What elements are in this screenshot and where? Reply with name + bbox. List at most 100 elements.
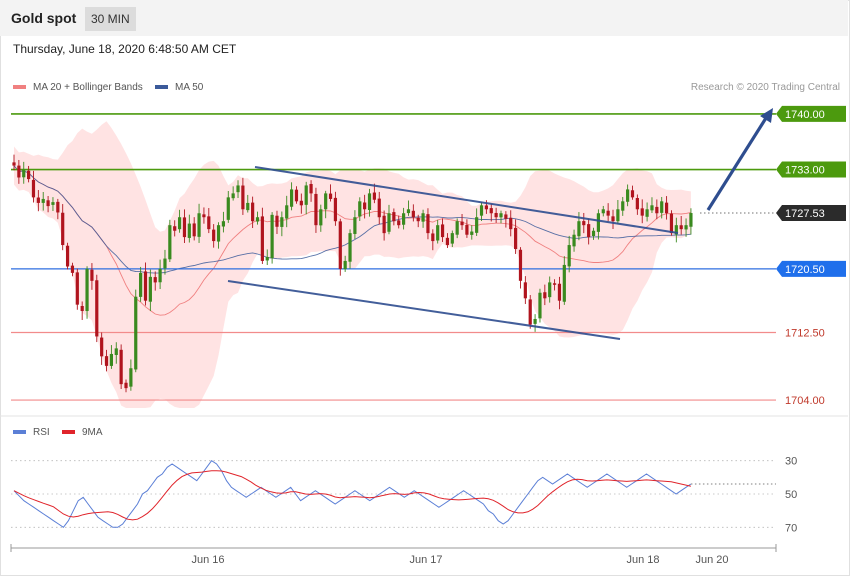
candle-body bbox=[611, 216, 615, 222]
candle-body bbox=[557, 283, 562, 301]
candle-body bbox=[616, 209, 620, 222]
candle-body bbox=[104, 356, 109, 366]
candle-body bbox=[153, 277, 157, 283]
candle-body bbox=[109, 353, 113, 366]
resistance-label: 1733.00 bbox=[785, 165, 825, 177]
x-tick-label: Jun 16 bbox=[191, 554, 224, 566]
candle-body bbox=[640, 208, 644, 216]
candle-body bbox=[528, 299, 532, 325]
candle-body bbox=[182, 217, 187, 238]
ma20-line bbox=[13, 165, 691, 316]
candle-body bbox=[548, 282, 552, 298]
resistance-label: 1740.00 bbox=[785, 109, 825, 121]
candle-body bbox=[95, 280, 99, 337]
candle-body bbox=[85, 268, 89, 312]
candle-body bbox=[679, 225, 683, 230]
candle-body bbox=[241, 185, 245, 210]
candle-body bbox=[187, 223, 191, 238]
candle-body bbox=[319, 209, 323, 226]
candle-body bbox=[664, 202, 669, 214]
candle-body bbox=[270, 214, 274, 259]
candle-body bbox=[689, 213, 693, 227]
candle-body bbox=[324, 193, 328, 210]
candle-body bbox=[265, 256, 269, 261]
candle-body bbox=[100, 337, 104, 357]
candle-body bbox=[314, 193, 318, 226]
candle-body bbox=[139, 272, 143, 297]
legend-9ma-swatch bbox=[62, 430, 75, 434]
candle-body bbox=[289, 189, 294, 207]
candle-body bbox=[333, 197, 338, 222]
copyright-label: Research © 2020 Trading Central bbox=[691, 82, 840, 93]
candle-body bbox=[90, 269, 94, 281]
candle-body bbox=[163, 258, 167, 269]
channel-layer bbox=[227, 108, 773, 340]
candle-body bbox=[61, 212, 65, 246]
candle-body bbox=[338, 221, 342, 269]
candle-body bbox=[221, 221, 226, 227]
price-levels-layer: 1740.00 1733.00 1727.53 1720.50 1712.50 1704.… bbox=[11, 105, 846, 407]
candle-body bbox=[114, 348, 118, 355]
candle-body bbox=[65, 245, 70, 267]
candle-body bbox=[397, 220, 401, 226]
candle-body bbox=[494, 212, 498, 218]
candle-body bbox=[460, 221, 464, 226]
candle-body bbox=[216, 225, 221, 242]
legend-ma20-label: MA 20 + Bollinger Bands bbox=[33, 82, 143, 93]
candle-body bbox=[591, 230, 596, 237]
candle-body bbox=[402, 213, 406, 225]
resistance-tag bbox=[776, 105, 846, 122]
header-bar: Gold spot 30 MIN bbox=[0, 0, 848, 36]
candle-body bbox=[36, 197, 40, 203]
candle-body bbox=[51, 202, 55, 205]
legend-ma50-swatch bbox=[155, 85, 168, 89]
channel-lower-line bbox=[227, 280, 621, 340]
candle-body bbox=[543, 292, 547, 299]
candle-body bbox=[392, 212, 396, 222]
candle-body bbox=[367, 193, 372, 211]
candle-body bbox=[80, 306, 84, 312]
candle-body bbox=[304, 185, 308, 205]
candle-body bbox=[411, 210, 415, 218]
candle-body bbox=[372, 192, 376, 200]
candle-body bbox=[285, 205, 289, 219]
last-price-tag bbox=[776, 205, 846, 222]
candle-body bbox=[353, 217, 357, 234]
candle-body bbox=[479, 205, 484, 216]
candle-body bbox=[499, 213, 503, 218]
candle-body bbox=[168, 225, 172, 260]
candle-body bbox=[70, 265, 75, 273]
candle-body bbox=[46, 200, 50, 207]
candle-body bbox=[660, 201, 664, 213]
candle-body bbox=[509, 217, 513, 230]
candle-body bbox=[173, 226, 177, 231]
candle-body bbox=[251, 202, 255, 222]
x-tick-label: Jun 17 bbox=[409, 554, 442, 566]
candle-body bbox=[504, 214, 508, 219]
candle-body bbox=[212, 229, 216, 242]
support-label: 1704.00 bbox=[785, 395, 825, 407]
candle-body bbox=[552, 283, 557, 285]
candle-body bbox=[119, 349, 123, 385]
candle-body bbox=[587, 224, 591, 238]
candle-body bbox=[12, 162, 16, 166]
candle-body bbox=[56, 201, 60, 213]
rsi-level-label: 70 bbox=[785, 522, 797, 534]
candle-body bbox=[533, 318, 537, 324]
candle-body bbox=[231, 193, 235, 199]
bollinger-band bbox=[14, 121, 691, 408]
candle-body bbox=[192, 223, 196, 237]
candle-body bbox=[363, 202, 367, 210]
candle-body bbox=[328, 193, 333, 199]
candle-body bbox=[246, 202, 250, 211]
candle-body bbox=[465, 224, 469, 235]
timeframe-badge[interactable]: 30 MIN bbox=[85, 7, 136, 31]
candle-body bbox=[129, 368, 133, 387]
candle-body bbox=[655, 206, 659, 214]
rsi-panel: 70 50 30 bbox=[0, 415, 848, 534]
timestamp: Thursday, June 18, 2020 6:48:50 AM CET bbox=[13, 42, 237, 56]
channel-upper-line bbox=[254, 166, 679, 234]
candle-body bbox=[450, 233, 454, 244]
legend-9ma-label: 9MA bbox=[82, 427, 103, 438]
